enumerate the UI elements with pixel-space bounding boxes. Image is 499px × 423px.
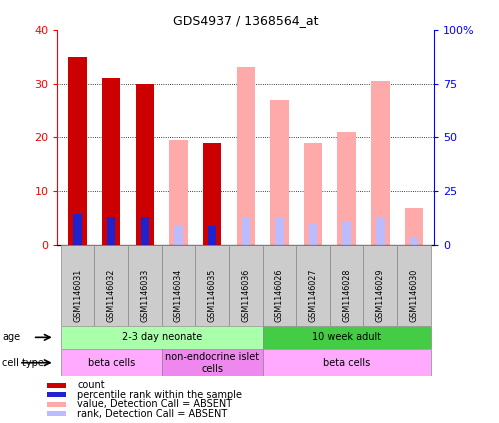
Bar <box>342 222 351 245</box>
Bar <box>174 226 183 245</box>
Text: GSM1146036: GSM1146036 <box>241 269 250 322</box>
Text: GSM1146035: GSM1146035 <box>208 269 217 322</box>
Bar <box>61 349 162 376</box>
Bar <box>371 81 390 245</box>
Bar <box>309 224 317 245</box>
Bar <box>376 217 385 245</box>
Text: percentile rank within the sample: percentile rank within the sample <box>77 390 242 400</box>
Bar <box>47 402 66 407</box>
Bar <box>296 245 330 326</box>
Bar <box>304 143 322 245</box>
Bar <box>47 393 66 397</box>
Text: beta cells: beta cells <box>323 358 370 368</box>
Text: GSM1146029: GSM1146029 <box>376 269 385 322</box>
Bar <box>262 349 431 376</box>
Bar <box>397 245 431 326</box>
Bar <box>229 245 262 326</box>
Bar <box>136 83 154 245</box>
Bar <box>47 383 66 388</box>
Text: value, Detection Call = ABSENT: value, Detection Call = ABSENT <box>77 399 232 409</box>
Bar <box>94 245 128 326</box>
Text: GSM1146026: GSM1146026 <box>275 269 284 322</box>
Text: non-endocrine islet
cells: non-endocrine islet cells <box>165 352 259 374</box>
Text: 2-3 day neonate: 2-3 day neonate <box>122 332 202 342</box>
Text: cell type: cell type <box>2 358 44 368</box>
Bar <box>363 245 397 326</box>
Bar <box>169 140 188 245</box>
Text: GSM1146031: GSM1146031 <box>73 269 82 322</box>
Text: age: age <box>2 332 20 342</box>
Bar <box>162 245 195 326</box>
Bar <box>162 349 262 376</box>
Bar <box>68 57 87 245</box>
Bar <box>73 214 82 245</box>
Bar <box>107 217 115 245</box>
Bar <box>128 245 162 326</box>
Text: rank, Detection Call = ABSENT: rank, Detection Call = ABSENT <box>77 409 228 419</box>
Bar <box>405 208 423 245</box>
Bar <box>337 132 356 245</box>
Title: GDS4937 / 1368564_at: GDS4937 / 1368564_at <box>173 14 318 27</box>
Bar <box>262 245 296 326</box>
Text: GSM1146027: GSM1146027 <box>308 269 317 322</box>
Text: count: count <box>77 380 105 390</box>
Bar <box>237 67 255 245</box>
Bar <box>242 217 250 245</box>
Bar <box>195 245 229 326</box>
Text: GSM1146034: GSM1146034 <box>174 269 183 322</box>
Bar <box>275 217 283 245</box>
Bar <box>270 100 288 245</box>
Text: beta cells: beta cells <box>88 358 135 368</box>
Bar <box>208 226 217 245</box>
Bar <box>203 143 222 245</box>
Text: GSM1146033: GSM1146033 <box>140 269 149 322</box>
Bar <box>410 237 418 245</box>
Bar <box>141 217 149 245</box>
Text: GSM1146028: GSM1146028 <box>342 269 351 322</box>
Bar <box>262 326 431 349</box>
Text: GSM1146032: GSM1146032 <box>107 269 116 322</box>
Text: 10 week adult: 10 week adult <box>312 332 381 342</box>
Text: GSM1146030: GSM1146030 <box>410 269 419 322</box>
Bar <box>102 78 120 245</box>
Bar <box>47 411 66 416</box>
Bar <box>61 245 94 326</box>
Bar <box>330 245 363 326</box>
Bar <box>61 326 262 349</box>
